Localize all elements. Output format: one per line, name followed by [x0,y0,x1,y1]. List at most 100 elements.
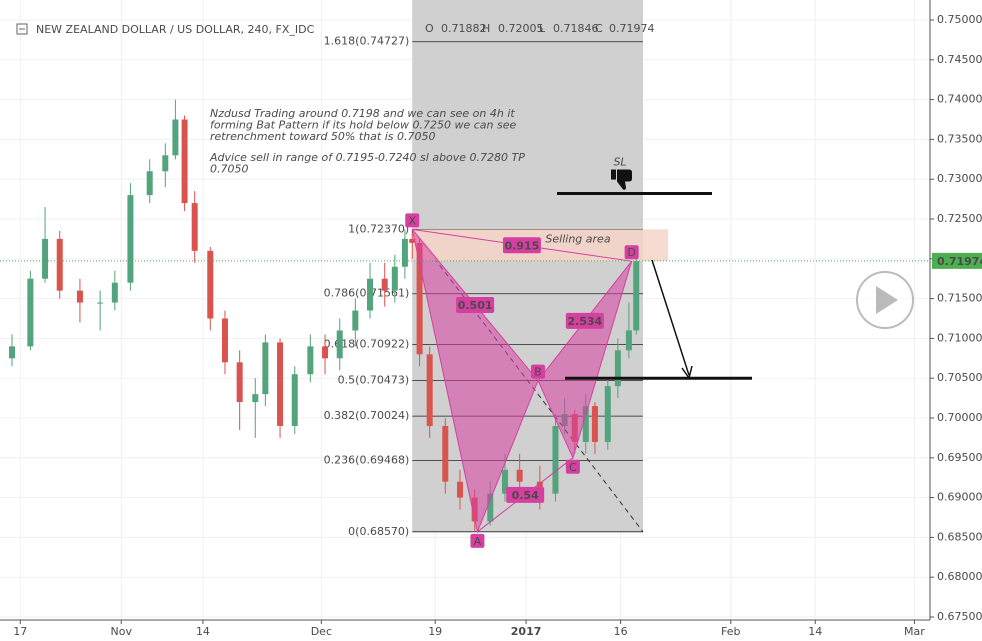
candle-body [552,425,559,494]
ratio-box [502,237,541,254]
x-tick-label: 2017 [511,625,542,638]
x-tick-label: Dec [311,625,332,638]
candle-body [127,195,134,283]
x-tick-label: Nov [111,625,133,638]
candle-body [97,302,104,304]
pattern-point [470,533,485,548]
candle-body [76,290,83,303]
candle-body [181,119,188,204]
y-axis-bg [930,0,982,641]
pattern-point-label: D [627,246,635,259]
candle-body [367,278,374,311]
fib-label: 1(0.72370) [348,222,409,235]
ohlc-h-label: H [482,22,490,35]
candle-body [633,261,640,331]
candle-body [604,386,611,442]
ratio-label: 0.501 [458,299,493,312]
ratio-box [506,486,545,503]
candle-body [426,354,433,426]
ohlc-l: 0.71846 [553,22,599,35]
pattern-point-label: C [569,461,577,474]
thumb-cuff [611,169,616,180]
candle-body [42,238,49,279]
candle-body [221,318,228,363]
pattern-point [405,213,420,228]
y-tick-label: 0.69500 [937,451,982,464]
candle-body [236,362,243,403]
x-tick-label: 19 [428,625,442,638]
y-tick-label: 0.71500 [937,292,982,305]
fib-label: 0.618(0.70922) [324,338,410,351]
candle-body [516,469,523,482]
candle-body [277,342,284,426]
candle-body [27,278,34,347]
pattern-point-label: X [408,214,416,227]
arrow-shaft [651,259,690,376]
note-text: Nzdusd Trading around 0.7198 and we can … [210,107,515,120]
ohlc-l-label: L [539,22,546,35]
candle-body [456,481,463,498]
play-icon [876,286,898,314]
candle-body [409,238,416,243]
candle-body [614,350,621,387]
note-text: 0.7050 [210,163,249,176]
x-tick-label: 16 [614,625,628,638]
ratio-label: 0.54 [512,489,539,502]
fib-label: 0.382(0.70024) [324,409,410,422]
fib-label: 1.618(0.74727) [324,35,410,48]
y-tick-label: 0.68500 [937,530,982,543]
note-text: retrenchment toward 50% that is 0.7050 [210,130,435,143]
candle-body [442,425,449,482]
x-tick-label: Feb [721,625,740,638]
candle-body [401,238,408,267]
y-tick-label: 0.74000 [937,93,982,106]
ratio-label: 2.534 [567,315,602,328]
x-tick-label: 17 [13,625,27,638]
candle-body [336,330,343,359]
fib-label: 0.236(0.69468) [324,453,410,466]
pattern-point [624,245,639,260]
thumb-down-icon [611,169,632,190]
x-axis-bg [0,620,930,641]
y-tick-label: 0.69000 [937,491,982,504]
candle-body [252,394,259,403]
chart-title: NEW ZEALAND DOLLAR / US DOLLAR, 240, FX_… [36,23,315,36]
pattern-point-label: B [534,366,542,379]
ohlc-h: 0.72005 [498,22,544,35]
ratio-box [565,312,604,329]
ohlc-c-label: C [595,22,603,35]
note-text: Advice sell in range of 0.7195-0.7240 sl… [209,151,525,164]
arrow-head [681,365,693,380]
candle-body [487,493,494,522]
stop-loss-label: SL [613,156,626,169]
fib-label: 0.786(0.71561) [324,287,410,300]
ratio-box [456,296,495,313]
y-tick-label: 0.71000 [937,331,982,344]
y-tick-label: 0.75000 [937,13,982,26]
y-tick-label: 0.70000 [937,411,982,424]
candle-body [352,310,359,331]
x-tick-label: 14 [808,625,822,638]
candle-body [307,346,314,375]
candle-body [582,406,589,442]
candle-body [9,346,15,359]
candle-body [591,406,598,442]
fib-label: 0(0.68570) [348,525,409,538]
candle-body [625,330,632,351]
candle-body [207,250,214,319]
candle-body [191,203,198,251]
y-tick-label: 0.74500 [937,53,982,66]
y-tick-label: 0.73000 [937,172,982,185]
ohlc-o-label: O [425,22,434,35]
last-price-tag [932,252,982,269]
candle-body [146,171,153,196]
x-tick-label: 14 [196,625,210,638]
candle-body [162,155,169,172]
candle-body [322,346,329,359]
thumb-hand [617,169,632,190]
candle-body [416,242,423,355]
candle-body [381,278,388,291]
y-tick-label: 0.70500 [937,371,982,384]
candle-body [56,238,63,291]
